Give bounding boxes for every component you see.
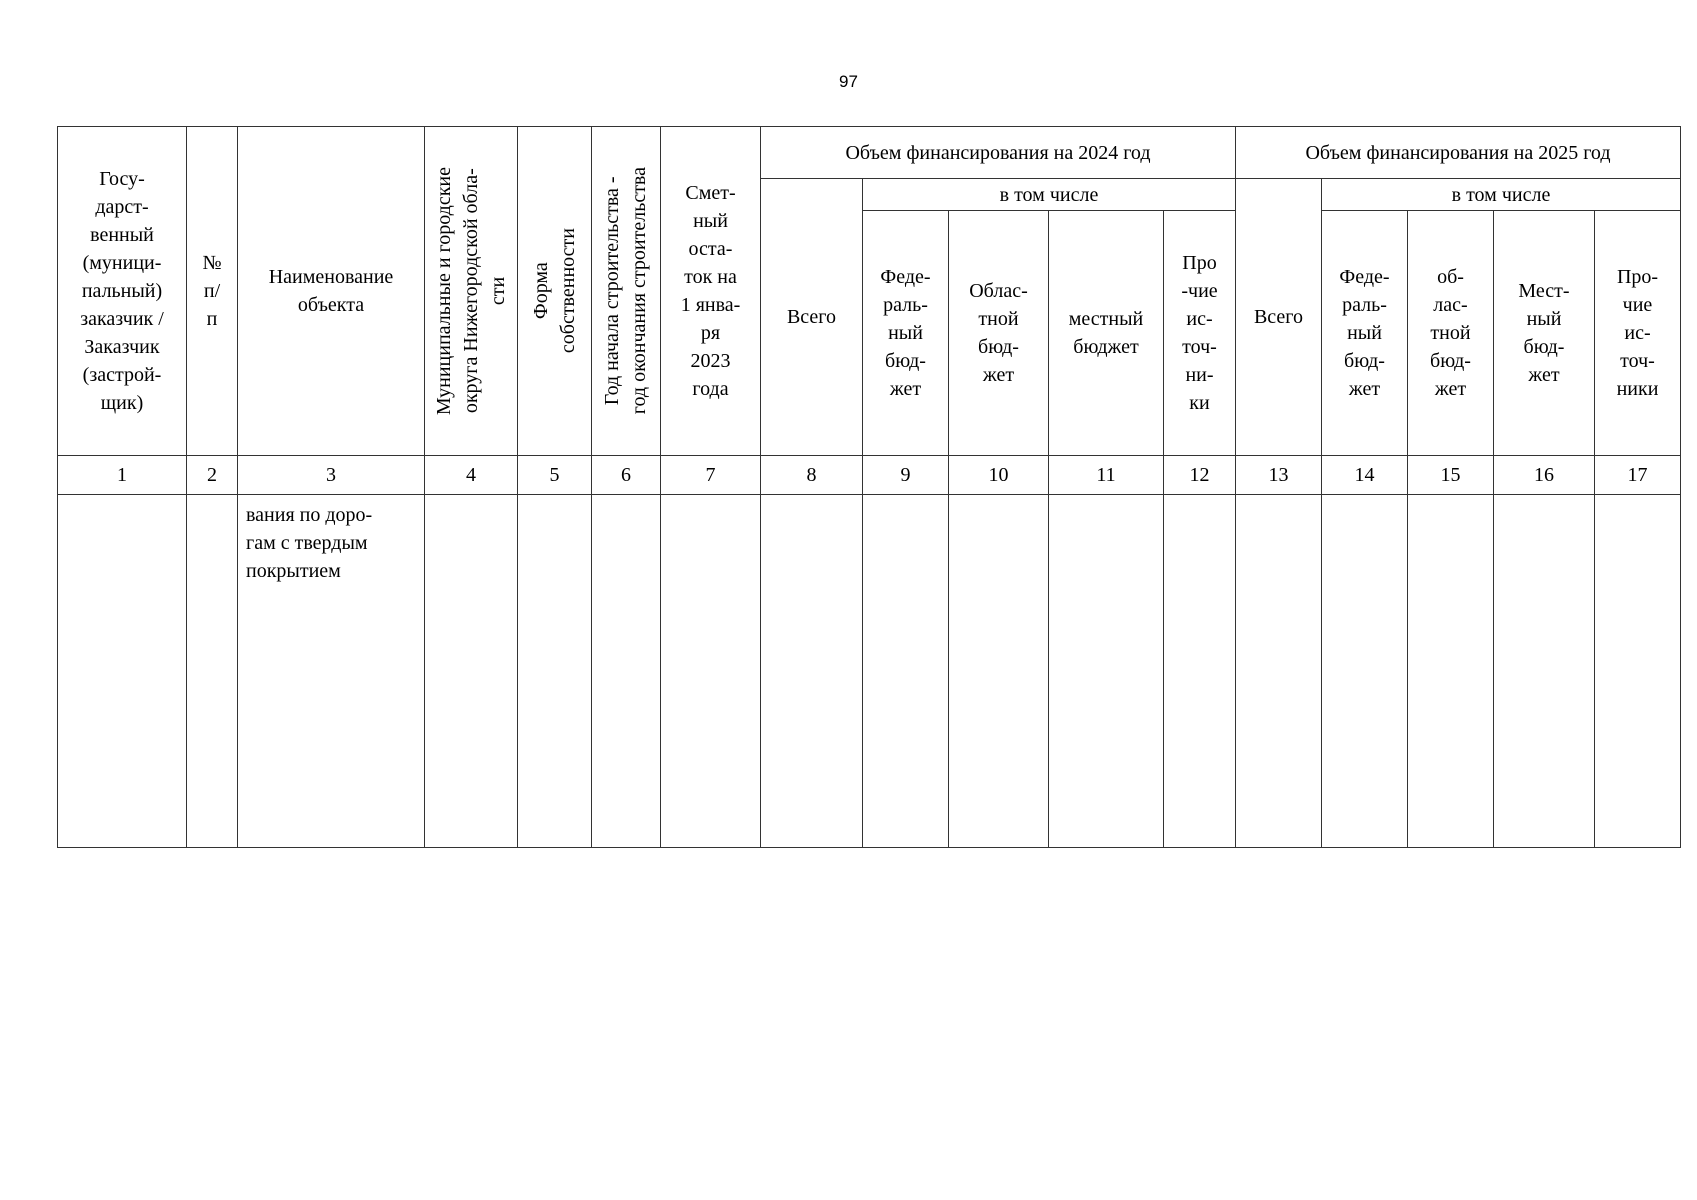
column-number: 2 — [186, 455, 238, 495]
column-number: 10 — [948, 455, 1049, 495]
header-total-2025: Всего — [1235, 178, 1322, 456]
cell-federal-2025 — [1321, 494, 1408, 848]
column-number: 4 — [424, 455, 518, 495]
header-years-text: Год начала строительства - год окончания… — [601, 167, 650, 415]
header-estimate-balance: Смет- ный оста- ток на 1 янва- ря 2023 г… — [660, 126, 761, 456]
header-group-2025: Объем финансирования на 2025 год — [1235, 126, 1681, 179]
page-number: 97 — [839, 72, 858, 91]
header-local-2025: Мест- ный бюд- жет — [1493, 210, 1595, 456]
column-number: 11 — [1048, 455, 1164, 495]
column-number: 15 — [1407, 455, 1494, 495]
header-group-2024: Объем финансирования на 2024 год — [760, 126, 1236, 179]
cell-total-2024 — [760, 494, 863, 848]
column-number-row: 1 2 3 4 5 6 7 8 9 10 11 12 13 14 15 16 1… — [57, 455, 1681, 495]
cell-local-2025 — [1493, 494, 1595, 848]
column-number: 3 — [237, 455, 425, 495]
header-including-2025: в том числе — [1321, 178, 1681, 211]
financing-table: Госу- дарст- венный (муници- пальный) за… — [57, 126, 1681, 848]
column-number: 9 — [862, 455, 949, 495]
header-object-name: Наименование объекта — [237, 126, 425, 456]
header-years: Год начала строительства - год окончания… — [591, 126, 661, 456]
header-other-2024: Про -чие ис- точ- ни- ки — [1163, 210, 1236, 456]
cell-number — [186, 494, 238, 848]
header-other-2025: Про- чие ис- точ- ники — [1594, 210, 1681, 456]
cell-total-2025 — [1235, 494, 1322, 848]
cell-municipality — [424, 494, 518, 848]
header-total-2024: Всего — [760, 178, 863, 456]
cell-federal-2024 — [862, 494, 949, 848]
column-number: 12 — [1163, 455, 1236, 495]
header-federal-2024: Феде- раль- ный бюд- жет — [862, 210, 949, 456]
column-number: 14 — [1321, 455, 1408, 495]
column-number: 7 — [660, 455, 761, 495]
cell-object-name: вания по доро- гам с твердым покрытием — [237, 494, 425, 848]
header-federal-2025: Феде- раль- ный бюд- жет — [1321, 210, 1408, 456]
column-number: 1 — [57, 455, 187, 495]
cell-regional-2024 — [948, 494, 1049, 848]
header-local-2024: местный бюджет — [1048, 210, 1164, 456]
header-ownership: Форма собственности — [517, 126, 592, 456]
table-row: вания по доро- гам с твердым покрытием — [57, 494, 1681, 848]
header-regional-2025: об- лас- тной бюд- жет — [1407, 210, 1494, 456]
header-customer: Госу- дарст- венный (муници- пальный) за… — [57, 126, 187, 456]
cell-other-2024 — [1163, 494, 1236, 848]
cell-ownership — [517, 494, 592, 848]
cell-other-2025 — [1594, 494, 1681, 848]
column-number: 17 — [1594, 455, 1681, 495]
cell-estimate-balance — [660, 494, 761, 848]
header-municipality: Муниципальные и городские округа Нижегор… — [424, 126, 518, 456]
column-number: 16 — [1493, 455, 1595, 495]
header-municipality-text: Муниципальные и городские округа Нижегор… — [432, 166, 509, 416]
cell-local-2024 — [1048, 494, 1164, 848]
cell-regional-2025 — [1407, 494, 1494, 848]
column-number: 8 — [760, 455, 863, 495]
header-regional-2024: Облас- тной бюд- жет — [948, 210, 1049, 456]
column-number: 13 — [1235, 455, 1322, 495]
header-number: № п/ п — [186, 126, 238, 456]
cell-customer — [57, 494, 187, 848]
column-number: 6 — [591, 455, 661, 495]
header-including-2024: в том числе — [862, 178, 1236, 211]
header-ownership-text: Форма собственности — [529, 228, 579, 354]
cell-years — [591, 494, 661, 848]
column-number: 5 — [517, 455, 592, 495]
